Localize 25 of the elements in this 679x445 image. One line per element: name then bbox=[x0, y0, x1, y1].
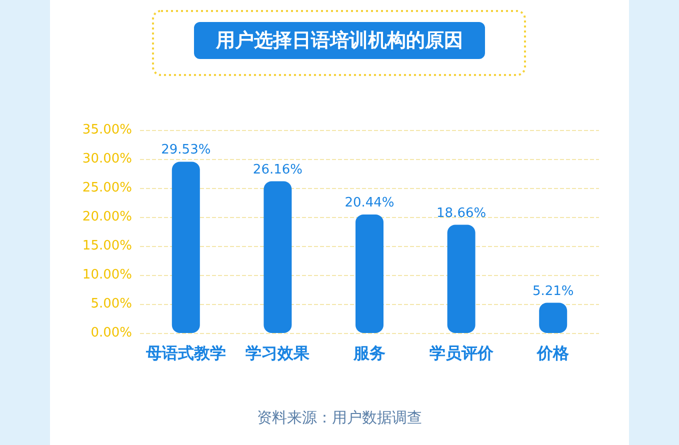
y-tick-label: 25.00% bbox=[82, 180, 132, 196]
x-tick-label: 学习效果 bbox=[246, 344, 311, 362]
y-tick-label: 30.00% bbox=[82, 152, 132, 166]
x-tick-label: 母语式教学 bbox=[144, 344, 226, 362]
data-label: 20.44% bbox=[344, 195, 394, 210]
bar bbox=[172, 162, 200, 333]
bar bbox=[264, 181, 292, 333]
x-tick-label: 学员评价 bbox=[429, 344, 494, 362]
y-tick-label: 15.00% bbox=[82, 238, 132, 254]
data-label: 26.16% bbox=[252, 162, 302, 178]
x-tick-label: 服务 bbox=[352, 344, 386, 362]
bar bbox=[539, 302, 568, 333]
y-tick-label: 0.00% bbox=[90, 326, 132, 340]
y-tick-label: 5.00% bbox=[90, 296, 132, 312]
data-label: 5.21% bbox=[532, 284, 574, 299]
text: 资料来源：用户数据调查 bbox=[257, 408, 422, 426]
chart-title: 用户选择日语培训机构的原因 bbox=[215, 30, 463, 52]
y-tick-label: 10.00% bbox=[82, 268, 132, 282]
y-tick-label: 20.00% bbox=[82, 210, 132, 224]
bar bbox=[356, 214, 384, 333]
data-label: 29.53% bbox=[161, 142, 211, 158]
y-tick-label: 35.00% bbox=[82, 122, 132, 138]
data-label: 18.66% bbox=[436, 206, 486, 221]
bar bbox=[447, 224, 476, 333]
x-tick-label: 价格 bbox=[536, 344, 570, 362]
